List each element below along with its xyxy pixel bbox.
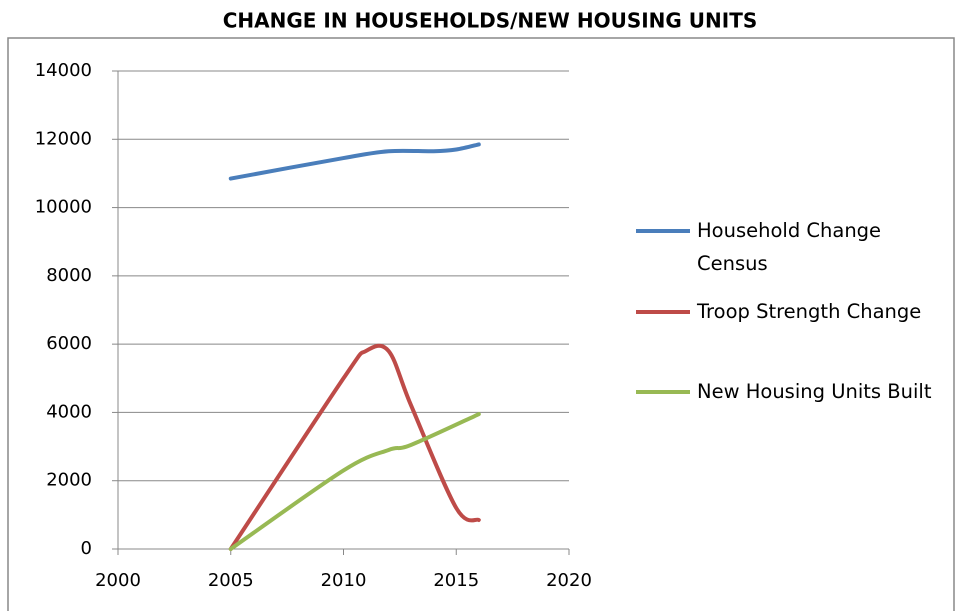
y-tick-label: 4000: [46, 401, 92, 422]
x-tick-label: 2005: [208, 570, 254, 591]
legend-label: New Housing Units Built: [697, 380, 932, 403]
y-tick-label: 0: [81, 538, 92, 559]
y-tick-label: 14000: [35, 60, 92, 81]
y-tick-label: 8000: [46, 265, 92, 286]
legend-label: Household Change Census: [697, 219, 882, 275]
x-tick-label: 2000: [95, 570, 141, 591]
chart-border: [7, 37, 955, 611]
x-tick-label: 2015: [433, 570, 479, 591]
chart-title: CHANGE IN HOUSEHOLDS/NEW HOUSING UNITS: [223, 9, 758, 33]
series-line: [228, 412, 481, 551]
y-tick-label: 6000: [46, 333, 92, 354]
series-line: [228, 142, 481, 181]
y-tick-label: 2000: [46, 470, 92, 491]
x-tick-label: 2010: [321, 570, 367, 591]
legend-label: Troop Strength Change: [697, 300, 922, 323]
series-line: [228, 343, 481, 551]
y-tick-label: 10000: [35, 197, 92, 218]
y-tick-label: 12000: [35, 128, 92, 149]
x-tick-label: 2020: [546, 570, 592, 591]
